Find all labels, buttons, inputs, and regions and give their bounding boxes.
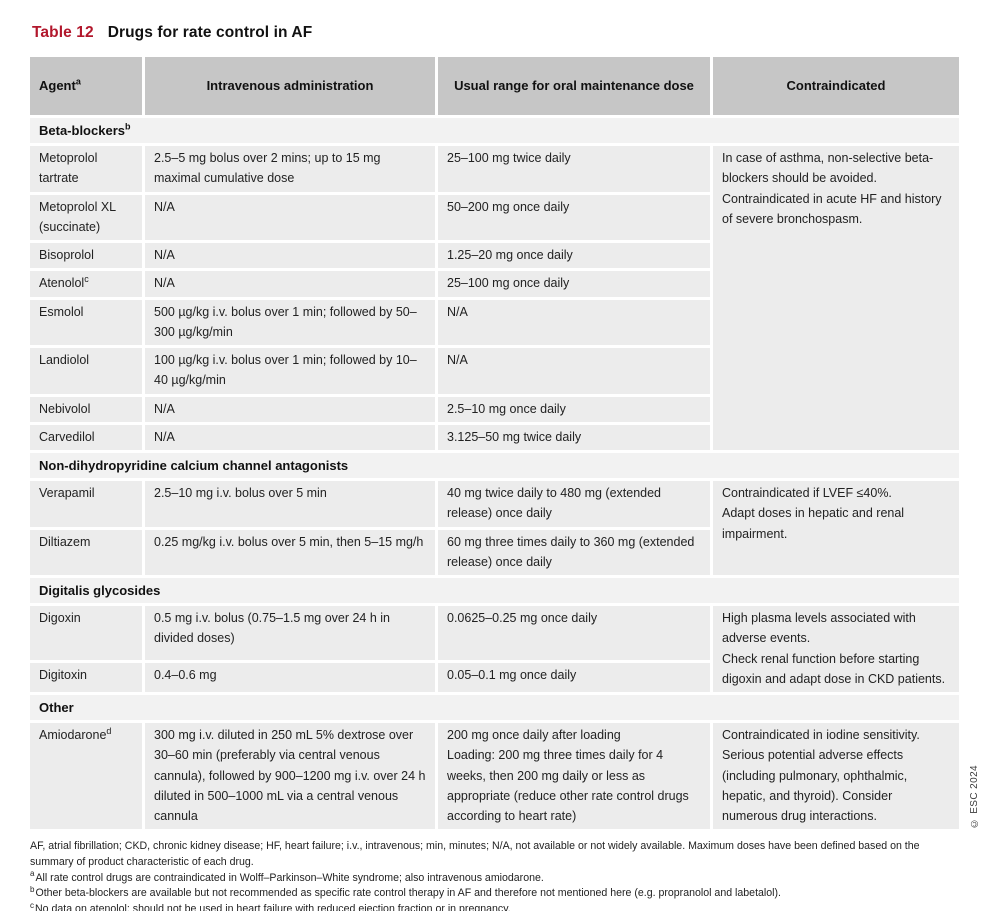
column-header-agent-label: Agent [39, 77, 76, 93]
footnote-a-sup: a [30, 869, 35, 879]
copyright-esc: © ESC 2024 [969, 765, 980, 829]
footnote-b-sup: b [30, 884, 35, 894]
table-row: Landiolol 100 µg/kg i.v. bolus over 1 mi… [30, 348, 959, 394]
oral-dose-cell: 0.05–0.1 mg once daily [438, 662, 710, 693]
table-row: Nebivolol N/A 2.5–10 mg once daily [30, 396, 959, 422]
agent-sup: d [106, 726, 112, 737]
section-title: Digitalis glycosides [30, 578, 959, 604]
table-row: Digitoxin 0.4–0.6 mg 0.05–0.1 mg once da… [30, 662, 959, 693]
column-header-iv: Intravenous administration [145, 57, 435, 115]
column-header-contraindicated: Contraindicated [713, 57, 959, 115]
column-header-oral: Usual range for oral maintenance dose [438, 57, 710, 115]
agent-cell: Metoprolol XL (succinate) [30, 194, 142, 241]
table-container: Agenta Intravenous administration Usual … [30, 54, 980, 832]
agent-cell: Diltiazem [30, 529, 142, 576]
table-row: Metoprolol tartrate 2.5–5 mg bolus over … [30, 146, 959, 451]
footnote-c: cNo data on atenolol; should not be used… [30, 900, 964, 911]
iv-dose-cell: 0.4–0.6 mg [145, 662, 435, 693]
oral-dose-cell: N/A [438, 299, 710, 346]
agent-cell: Amiodaroned [30, 723, 142, 830]
footnote-a-text: All rate control drugs are contraindicat… [35, 871, 544, 884]
header-row: Agenta Intravenous administration Usual … [30, 57, 959, 115]
agent-name: Amiodarone [39, 728, 107, 743]
iv-dose-cell: 500 µg/kg i.v. bolus over 1 min; followe… [145, 299, 435, 346]
iv-dose-cell: 100 µg/kg i.v. bolus over 1 min; followe… [145, 348, 435, 394]
oral-dose-cell: 2.5–10 mg once daily [438, 396, 710, 422]
section-header-digitalis-glycosides: Digitalis glycosides [30, 578, 959, 604]
agent-cell: Digitoxin [30, 662, 142, 693]
table-row: Esmolol 500 µg/kg i.v. bolus over 1 min;… [30, 299, 959, 346]
section-header-calcium-channel-antagonists: Non-dihydropyridine calcium channel anta… [30, 453, 959, 479]
iv-dose-cell: N/A [145, 194, 435, 241]
oral-dose-cell: 25–100 mg once daily [438, 271, 710, 297]
iv-dose-cell: 300 mg i.v. diluted in 250 mL 5% dextros… [145, 723, 435, 830]
table-row: Verapamil 2.5–10 mg i.v. bolus over 5 mi… [30, 481, 959, 576]
table-row: Digoxin 0.5 mg i.v. bolus (0.75–1.5 mg o… [30, 606, 959, 693]
table-row: Diltiazem 0.25 mg/kg i.v. bolus over 5 m… [30, 529, 959, 576]
footnote-abbreviations: AF, atrial fibrillation; CKD, chronic ki… [30, 840, 920, 869]
section-name: Beta-blockers [39, 123, 125, 138]
oral-dose-cell: 25–100 mg twice daily [438, 146, 710, 192]
agent-cell: Digoxin [30, 606, 142, 660]
agent-cell: Metoprolol tartrate [30, 146, 142, 192]
contraindicated-cell: In case of asthma, non-selective beta-bl… [713, 146, 959, 451]
section-sup: b [124, 121, 131, 132]
agent-cell: Carvedilol [30, 424, 142, 451]
table-title: Drugs for rate control in AF [107, 24, 313, 41]
footnotes: AF, atrial fibrillation; CKD, chronic ki… [30, 839, 964, 911]
agent-cell: Atenololc [30, 271, 142, 297]
drug-table: Agenta Intravenous administration Usual … [27, 54, 962, 832]
footnote-c-sup: c [30, 900, 34, 910]
agent-cell: Landiolol [30, 348, 142, 394]
footnote-c-text: No data on atenolol; should not be used … [35, 903, 511, 911]
column-header-agent: Agenta [30, 57, 142, 115]
footnote-a: aAll rate control drugs are contraindica… [30, 869, 964, 887]
iv-dose-cell: 2.5–5 mg bolus over 2 mins; up to 15 mg … [145, 146, 435, 192]
agent-cell: Nebivolol [30, 396, 142, 422]
oral-dose-cell: N/A [438, 348, 710, 394]
section-header-other: Other [30, 695, 959, 721]
section-title: Non-dihydropyridine calcium channel anta… [30, 453, 959, 479]
iv-dose-cell: N/A [145, 243, 435, 269]
footnote-b-text: Other beta-blockers are available but no… [35, 887, 781, 900]
table-row: Bisoprolol N/A 1.25–20 mg once daily [30, 243, 959, 269]
footnote-b: bOther beta-blockers are available but n… [30, 884, 964, 902]
section-title: Beta-blockersb [30, 118, 959, 144]
iv-dose-cell: 0.25 mg/kg i.v. bolus over 5 min, then 5… [145, 529, 435, 576]
oral-dose-cell: 60 mg three times daily to 360 mg (exten… [438, 529, 710, 576]
iv-dose-cell: 0.5 mg i.v. bolus (0.75–1.5 mg over 24 h… [145, 606, 435, 660]
column-header-agent-sup: a [75, 76, 81, 87]
contraindicated-cell: Contraindicated if LVEF ≤40%. Adapt dose… [713, 481, 959, 576]
oral-dose-cell: 50–200 mg once daily [438, 194, 710, 241]
table-caption: Table 12 Drugs for rate control in AF [32, 24, 956, 42]
section-title: Other [30, 695, 959, 721]
iv-dose-cell: N/A [145, 271, 435, 297]
table-row: Carvedilol N/A 3.125–50 mg twice daily [30, 424, 959, 451]
section-header-beta-blockers: Beta-blockersb [30, 118, 959, 144]
oral-dose-cell: 3.125–50 mg twice daily [438, 424, 710, 451]
iv-dose-cell: 2.5–10 mg i.v. bolus over 5 min [145, 481, 435, 527]
iv-dose-cell: N/A [145, 424, 435, 451]
agent-sup: c [84, 274, 89, 285]
contraindicated-cell: High plasma levels associated with adver… [713, 606, 959, 693]
iv-dose-cell: N/A [145, 396, 435, 422]
oral-dose-cell: 40 mg twice daily to 480 mg (extended re… [438, 481, 710, 527]
table-row: Atenololc N/A 25–100 mg once daily [30, 271, 959, 297]
table-row: Amiodaroned 300 mg i.v. diluted in 250 m… [30, 723, 959, 830]
agent-cell: Bisoprolol [30, 243, 142, 269]
agent-cell: Verapamil [30, 481, 142, 527]
agent-cell: Esmolol [30, 299, 142, 346]
agent-name: Atenolol [39, 276, 85, 291]
contraindicated-cell: Contraindicated in iodine sensitivity. S… [713, 723, 959, 830]
oral-dose-cell: 0.0625–0.25 mg once daily [438, 606, 710, 660]
table-row: Metoprolol XL (succinate) N/A 50–200 mg … [30, 194, 959, 241]
oral-dose-cell: 1.25–20 mg once daily [438, 243, 710, 269]
oral-dose-cell: 200 mg once daily after loading Loading:… [438, 723, 710, 830]
table-number: Table 12 [32, 24, 94, 41]
